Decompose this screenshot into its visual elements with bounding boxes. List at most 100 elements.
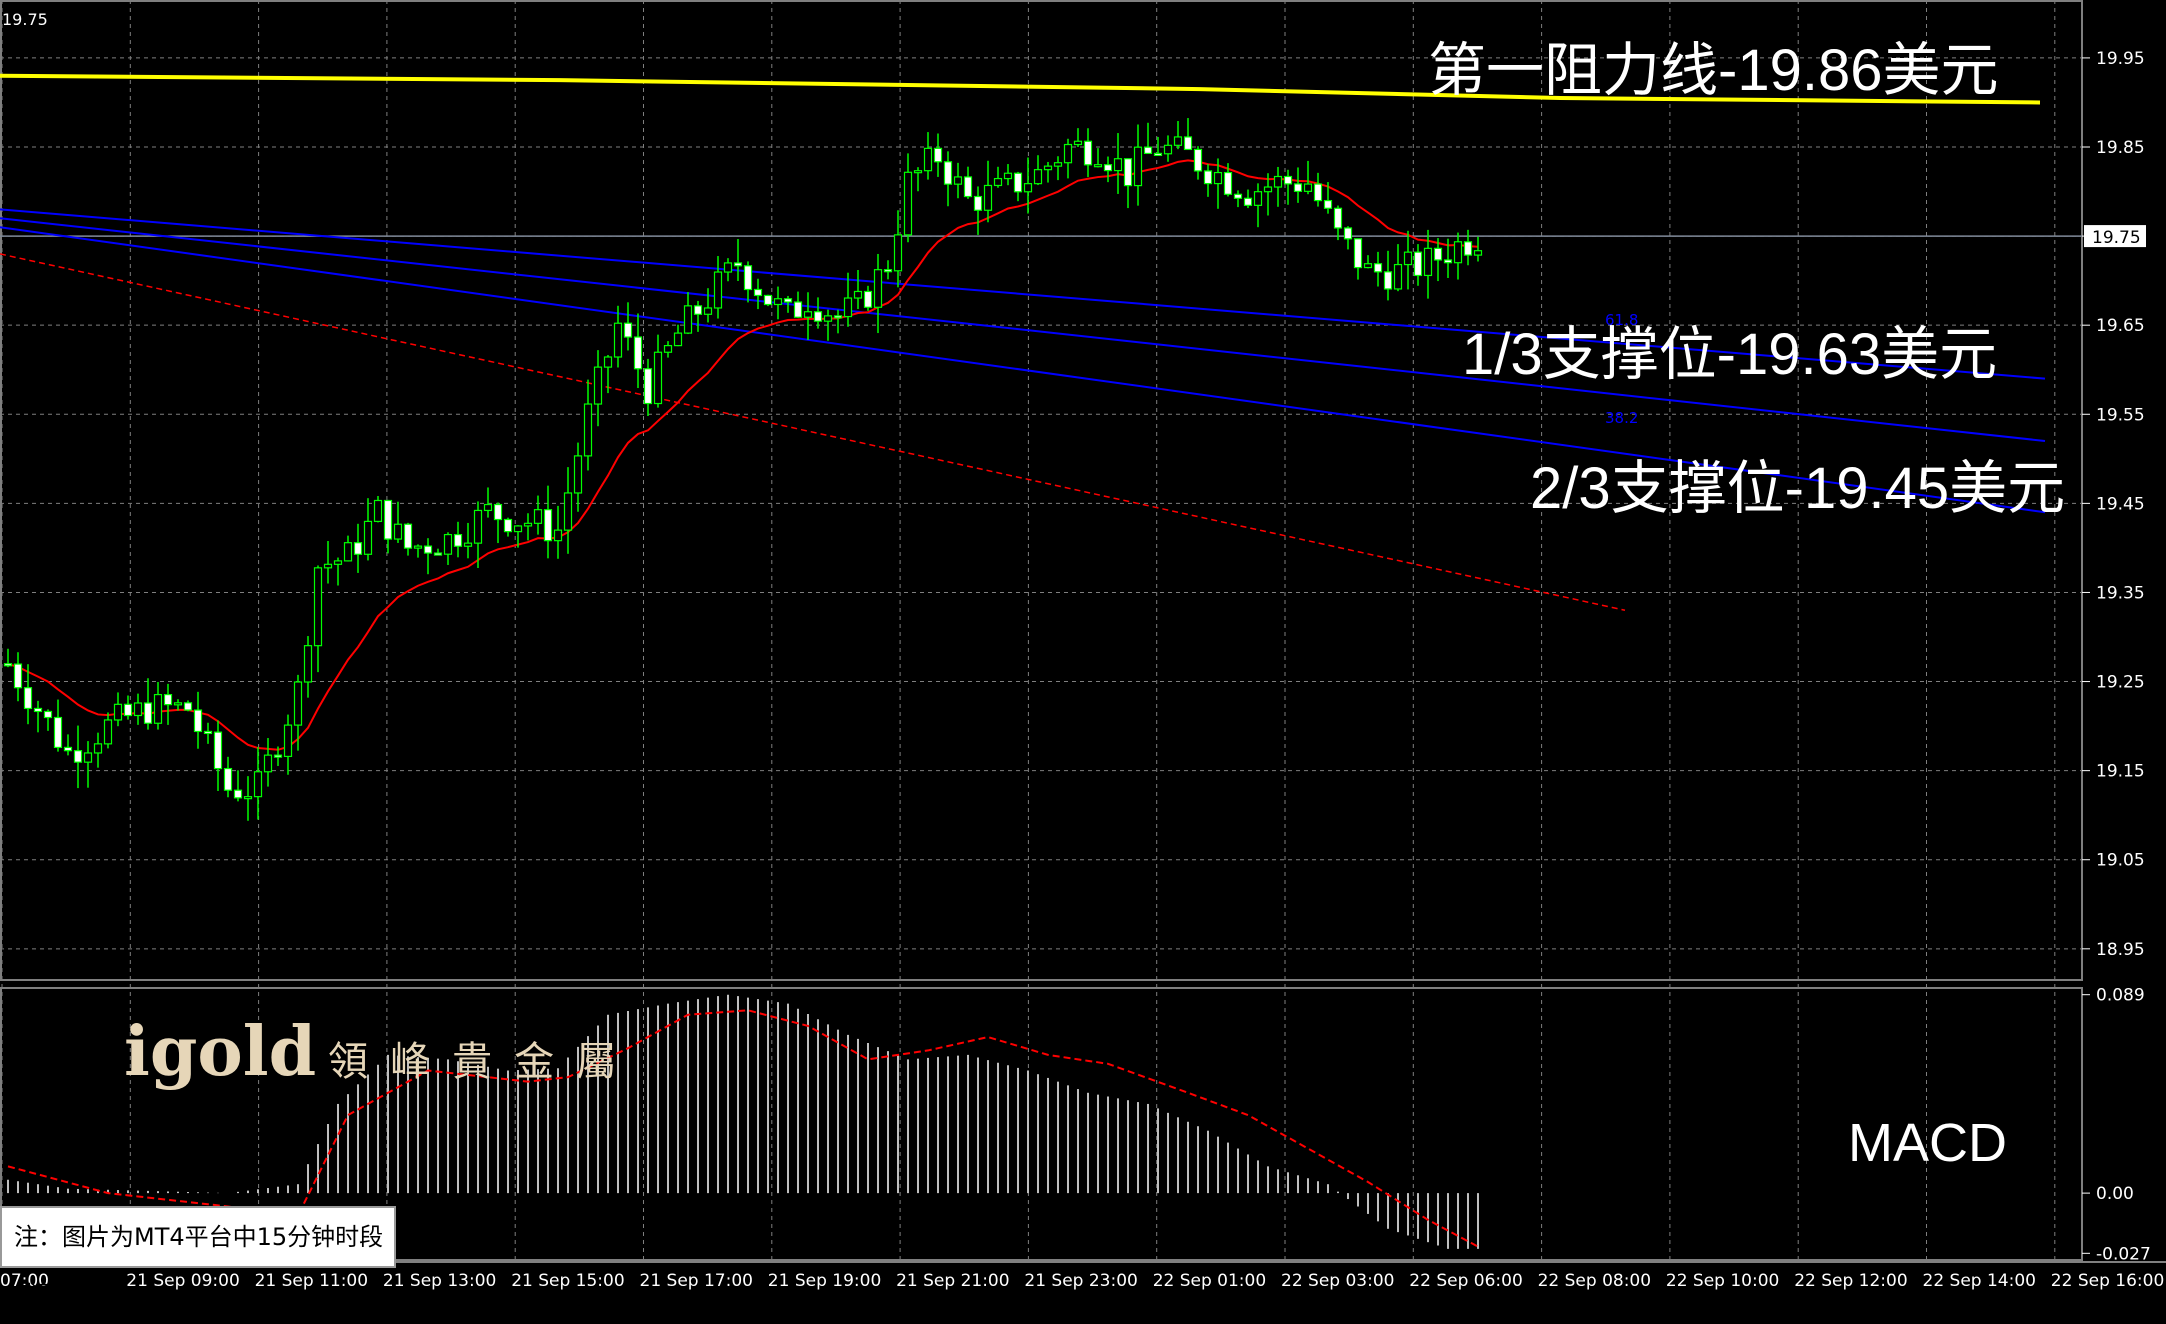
candle-body [1303,183,1313,192]
candle-body [273,754,283,758]
candle-body [1283,175,1293,185]
candle-body [1153,152,1163,157]
y-tick-label: 19.05 [2096,851,2145,871]
candle-body [1423,247,1433,277]
candle-body [1033,169,1043,185]
candle-body [143,702,153,724]
candle-body [793,301,803,318]
candle-body [933,147,943,163]
candle-body [123,703,133,717]
macd-signal-line [7,1009,1479,1248]
main-frame [0,0,2083,981]
x-tick-label: 21 Sep 11:00 [255,1271,368,1291]
candle-body [723,262,733,273]
candle-body [493,503,503,521]
candle-body [203,730,213,735]
candle-body [73,750,83,763]
candle-body [963,176,973,198]
macd-y-tick-label: -0.027 [2096,1244,2151,1264]
candle-body [583,403,593,457]
candle-body [443,533,453,555]
candle-body [673,332,683,347]
candle-body [843,297,853,318]
candle-body [193,709,203,733]
candle-body [473,509,483,544]
candle-body [103,719,113,745]
x-tick-label: 21 Sep 17:00 [640,1271,753,1291]
candle-body [883,269,893,273]
candle-body [1243,197,1253,206]
macd-label: MACD [1848,1113,2007,1173]
x-tick-label: 22 Sep 16:00 [2051,1271,2164,1291]
candle-body [953,176,963,185]
candle-body [1223,171,1233,195]
y-tick-label: 19.95 [2096,49,2145,69]
macd-y-tick-label: 0.089 [2096,986,2145,1006]
candle-body [1023,183,1033,193]
fib-channel-line [0,226,2046,514]
candle-body [713,271,723,309]
x-tick-label: 21 Sep 19:00 [768,1271,881,1291]
candle-body [903,171,913,236]
candle-body [1463,241,1473,256]
candle-body [1253,191,1263,206]
candle-body [1173,136,1183,146]
candle-body [363,520,373,555]
candle-body [1133,146,1143,187]
candle-body [993,177,1003,187]
candle-body [423,545,433,554]
candle-body [413,545,423,549]
support2-annotation: 2/3支撑位-19.45美元 [1530,456,2066,521]
macd-histogram [7,994,1479,1249]
y-tick-label: 19.65 [2096,316,2145,336]
candle-body [183,702,193,711]
fib-label: 38.2 [1605,409,1638,427]
support1-annotation: 1/3支撑位-19.63美元 [1462,322,1998,387]
candle-body [1093,164,1103,168]
x-tick-label: 21 Sep 13:00 [383,1271,496,1291]
candle-body [743,265,753,291]
candle-body [973,195,983,211]
candle-body [53,716,63,749]
candle-body [163,693,173,706]
trend-line [0,253,1626,612]
candle-body [133,702,143,717]
candle-body [303,645,313,683]
y-tick-label: 19.45 [2096,494,2145,514]
candle-body [653,351,663,405]
candle-body [1433,247,1443,261]
candle-body [243,796,253,800]
logo-brand: igold [124,1012,317,1092]
candle-body [943,161,953,185]
candle-body [333,560,343,565]
candle-body [1373,263,1383,273]
candle-body [1383,271,1393,290]
candle-body [1213,171,1223,185]
candle-body [703,307,713,315]
moving-average [7,159,1479,751]
candle-body [613,322,623,358]
candle-body [313,567,323,647]
candle-body [283,724,293,758]
candle-body [693,305,703,315]
candle-body [513,525,523,533]
candle-body [373,499,383,523]
candle-body [563,492,573,531]
candle-body [873,269,883,308]
candle-body [623,322,633,338]
candle-body [683,305,693,334]
logo-chinese: 領峰貴金屬 [328,1039,639,1085]
candle-body [213,731,223,770]
x-tick-label: 22 Sep 01:00 [1153,1271,1266,1291]
candle-body [1203,170,1213,185]
candle-body [343,542,353,562]
candle-body [1413,251,1423,277]
candle-body [23,687,33,710]
axis-labels: 19.95 19.85 19.75 19.65 19.55 19.45 19.35 19.25… [0,49,2166,1291]
candle-body [1333,207,1343,229]
x-tick-label: 21 Sep 21:00 [896,1271,1009,1291]
candle-body [893,234,903,272]
candle-body [83,752,93,763]
candle-body [483,503,493,512]
